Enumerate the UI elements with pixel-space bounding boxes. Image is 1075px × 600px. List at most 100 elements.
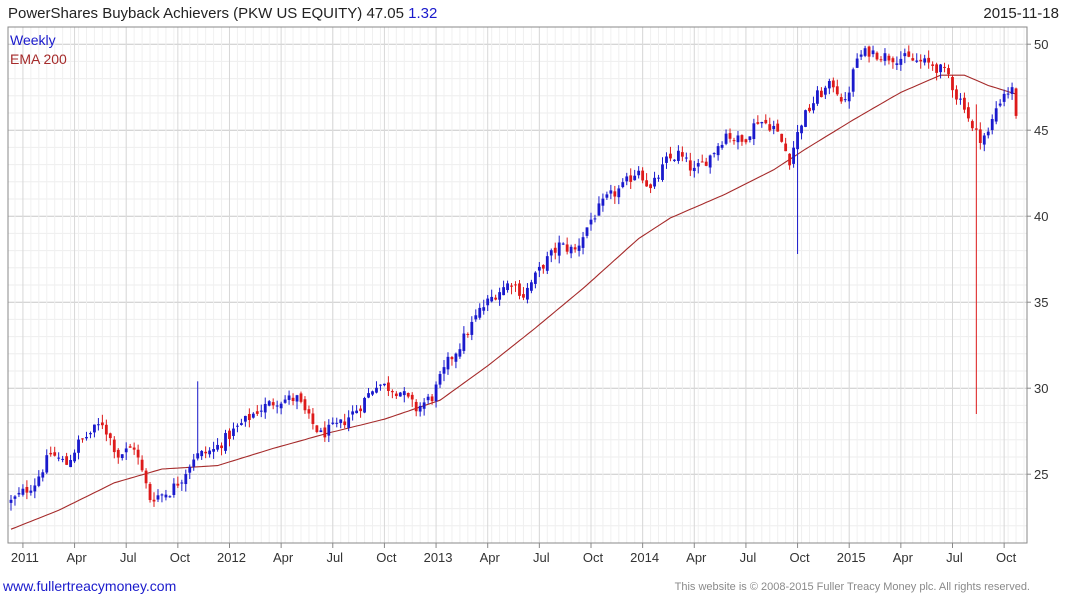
candle-body bbox=[410, 394, 414, 400]
candle-body bbox=[303, 399, 307, 411]
candle-body bbox=[283, 399, 287, 403]
candle-body bbox=[386, 382, 390, 391]
plot-frame bbox=[7, 26, 1028, 544]
candle-body bbox=[140, 459, 144, 471]
candle-body bbox=[398, 392, 402, 397]
candle-body bbox=[89, 433, 92, 435]
candle-body bbox=[319, 430, 323, 433]
site-url-link[interactable]: www.fullertreacymoney.com bbox=[3, 578, 177, 594]
candle-body bbox=[208, 450, 212, 455]
candle-body bbox=[633, 175, 637, 181]
candle-body bbox=[526, 287, 529, 300]
candle-body bbox=[827, 81, 831, 89]
candle-body bbox=[947, 68, 950, 75]
legend-weekly: Weekly bbox=[10, 32, 56, 48]
x-tick-label: Oct bbox=[170, 550, 191, 565]
candle-body bbox=[569, 246, 573, 254]
candle-body bbox=[978, 129, 982, 143]
candle-body bbox=[843, 99, 847, 101]
candle-body bbox=[25, 486, 29, 493]
ema-line bbox=[10, 74, 1017, 530]
candle-body bbox=[740, 135, 744, 142]
candle-body bbox=[986, 131, 990, 136]
candle-body bbox=[108, 433, 112, 439]
candle-body bbox=[820, 90, 823, 98]
candle-body bbox=[665, 156, 668, 163]
candle-body bbox=[589, 219, 593, 225]
candle-body bbox=[974, 128, 978, 130]
candle-body bbox=[796, 132, 799, 150]
candle-body bbox=[61, 458, 65, 460]
candle-body bbox=[232, 428, 235, 436]
candle-body bbox=[859, 54, 863, 57]
candle-body bbox=[601, 198, 605, 206]
candle-body bbox=[895, 63, 899, 65]
candle-body bbox=[609, 190, 613, 194]
candle-body bbox=[939, 64, 942, 73]
candle-body bbox=[466, 333, 470, 335]
x-tick-label: Jul bbox=[120, 550, 137, 565]
candle-body bbox=[21, 488, 25, 495]
candle-body bbox=[931, 64, 935, 66]
candle-body bbox=[29, 490, 33, 493]
candle-body bbox=[629, 175, 633, 182]
candle-body bbox=[780, 133, 784, 142]
candle-body bbox=[645, 180, 649, 187]
candle-body bbox=[422, 402, 426, 409]
candle-body bbox=[963, 97, 966, 110]
candle-body bbox=[919, 59, 923, 62]
x-tick-label: Apr bbox=[480, 550, 501, 565]
candle-body bbox=[593, 218, 597, 220]
candle-body bbox=[907, 51, 911, 57]
candle-body bbox=[899, 58, 903, 65]
candle-body bbox=[494, 297, 498, 300]
candle-body bbox=[470, 321, 474, 335]
candle-body bbox=[923, 58, 927, 63]
candle-body bbox=[514, 284, 517, 286]
candle-body bbox=[240, 423, 243, 425]
candle-body bbox=[390, 391, 394, 393]
candle-body bbox=[597, 203, 601, 216]
candle-body bbox=[748, 136, 752, 140]
candle-body bbox=[251, 413, 255, 418]
candle-body bbox=[966, 107, 970, 119]
candle-body bbox=[295, 395, 299, 402]
candle-body bbox=[518, 283, 521, 296]
candle-body bbox=[394, 393, 398, 397]
candle-body bbox=[311, 413, 315, 424]
candle-body bbox=[406, 392, 410, 397]
candle-body bbox=[847, 92, 851, 102]
x-tick-label: Apr bbox=[66, 550, 87, 565]
candle-body bbox=[696, 163, 700, 167]
candle-body bbox=[982, 135, 986, 145]
candle-body bbox=[943, 66, 946, 68]
x-tick-label: Apr bbox=[686, 550, 707, 565]
candle-body bbox=[700, 161, 704, 163]
candle-body bbox=[379, 384, 382, 386]
candle-body bbox=[116, 449, 120, 458]
candle-body bbox=[275, 405, 279, 407]
candle-body bbox=[744, 139, 748, 143]
candle-body bbox=[506, 283, 509, 291]
candle-body bbox=[77, 439, 80, 453]
candle-body bbox=[359, 408, 362, 412]
candle-body bbox=[970, 121, 974, 129]
candle-body bbox=[426, 396, 430, 401]
axes: 25 30 35 40 45 50 2011 Apr Jul Oct 2012 Apr Jul Oct 20… bbox=[7, 26, 1048, 565]
candle-body bbox=[883, 53, 887, 61]
x-tick-label: Oct bbox=[583, 550, 604, 565]
x-tick-label: Jul bbox=[740, 550, 757, 565]
x-tick-label: Jul bbox=[326, 550, 343, 565]
candle-body bbox=[212, 449, 215, 452]
candle-body bbox=[1014, 88, 1018, 116]
candle-body bbox=[903, 53, 907, 57]
candle-body bbox=[474, 315, 478, 320]
candle-body bbox=[955, 89, 958, 100]
candle-body bbox=[712, 153, 716, 155]
x-tick-label: Jul bbox=[946, 550, 963, 565]
candle-body bbox=[581, 237, 585, 248]
candle-body bbox=[347, 417, 351, 428]
candle-body bbox=[168, 496, 172, 498]
last-price: 47.05 bbox=[366, 5, 404, 22]
candle-body bbox=[259, 410, 263, 412]
